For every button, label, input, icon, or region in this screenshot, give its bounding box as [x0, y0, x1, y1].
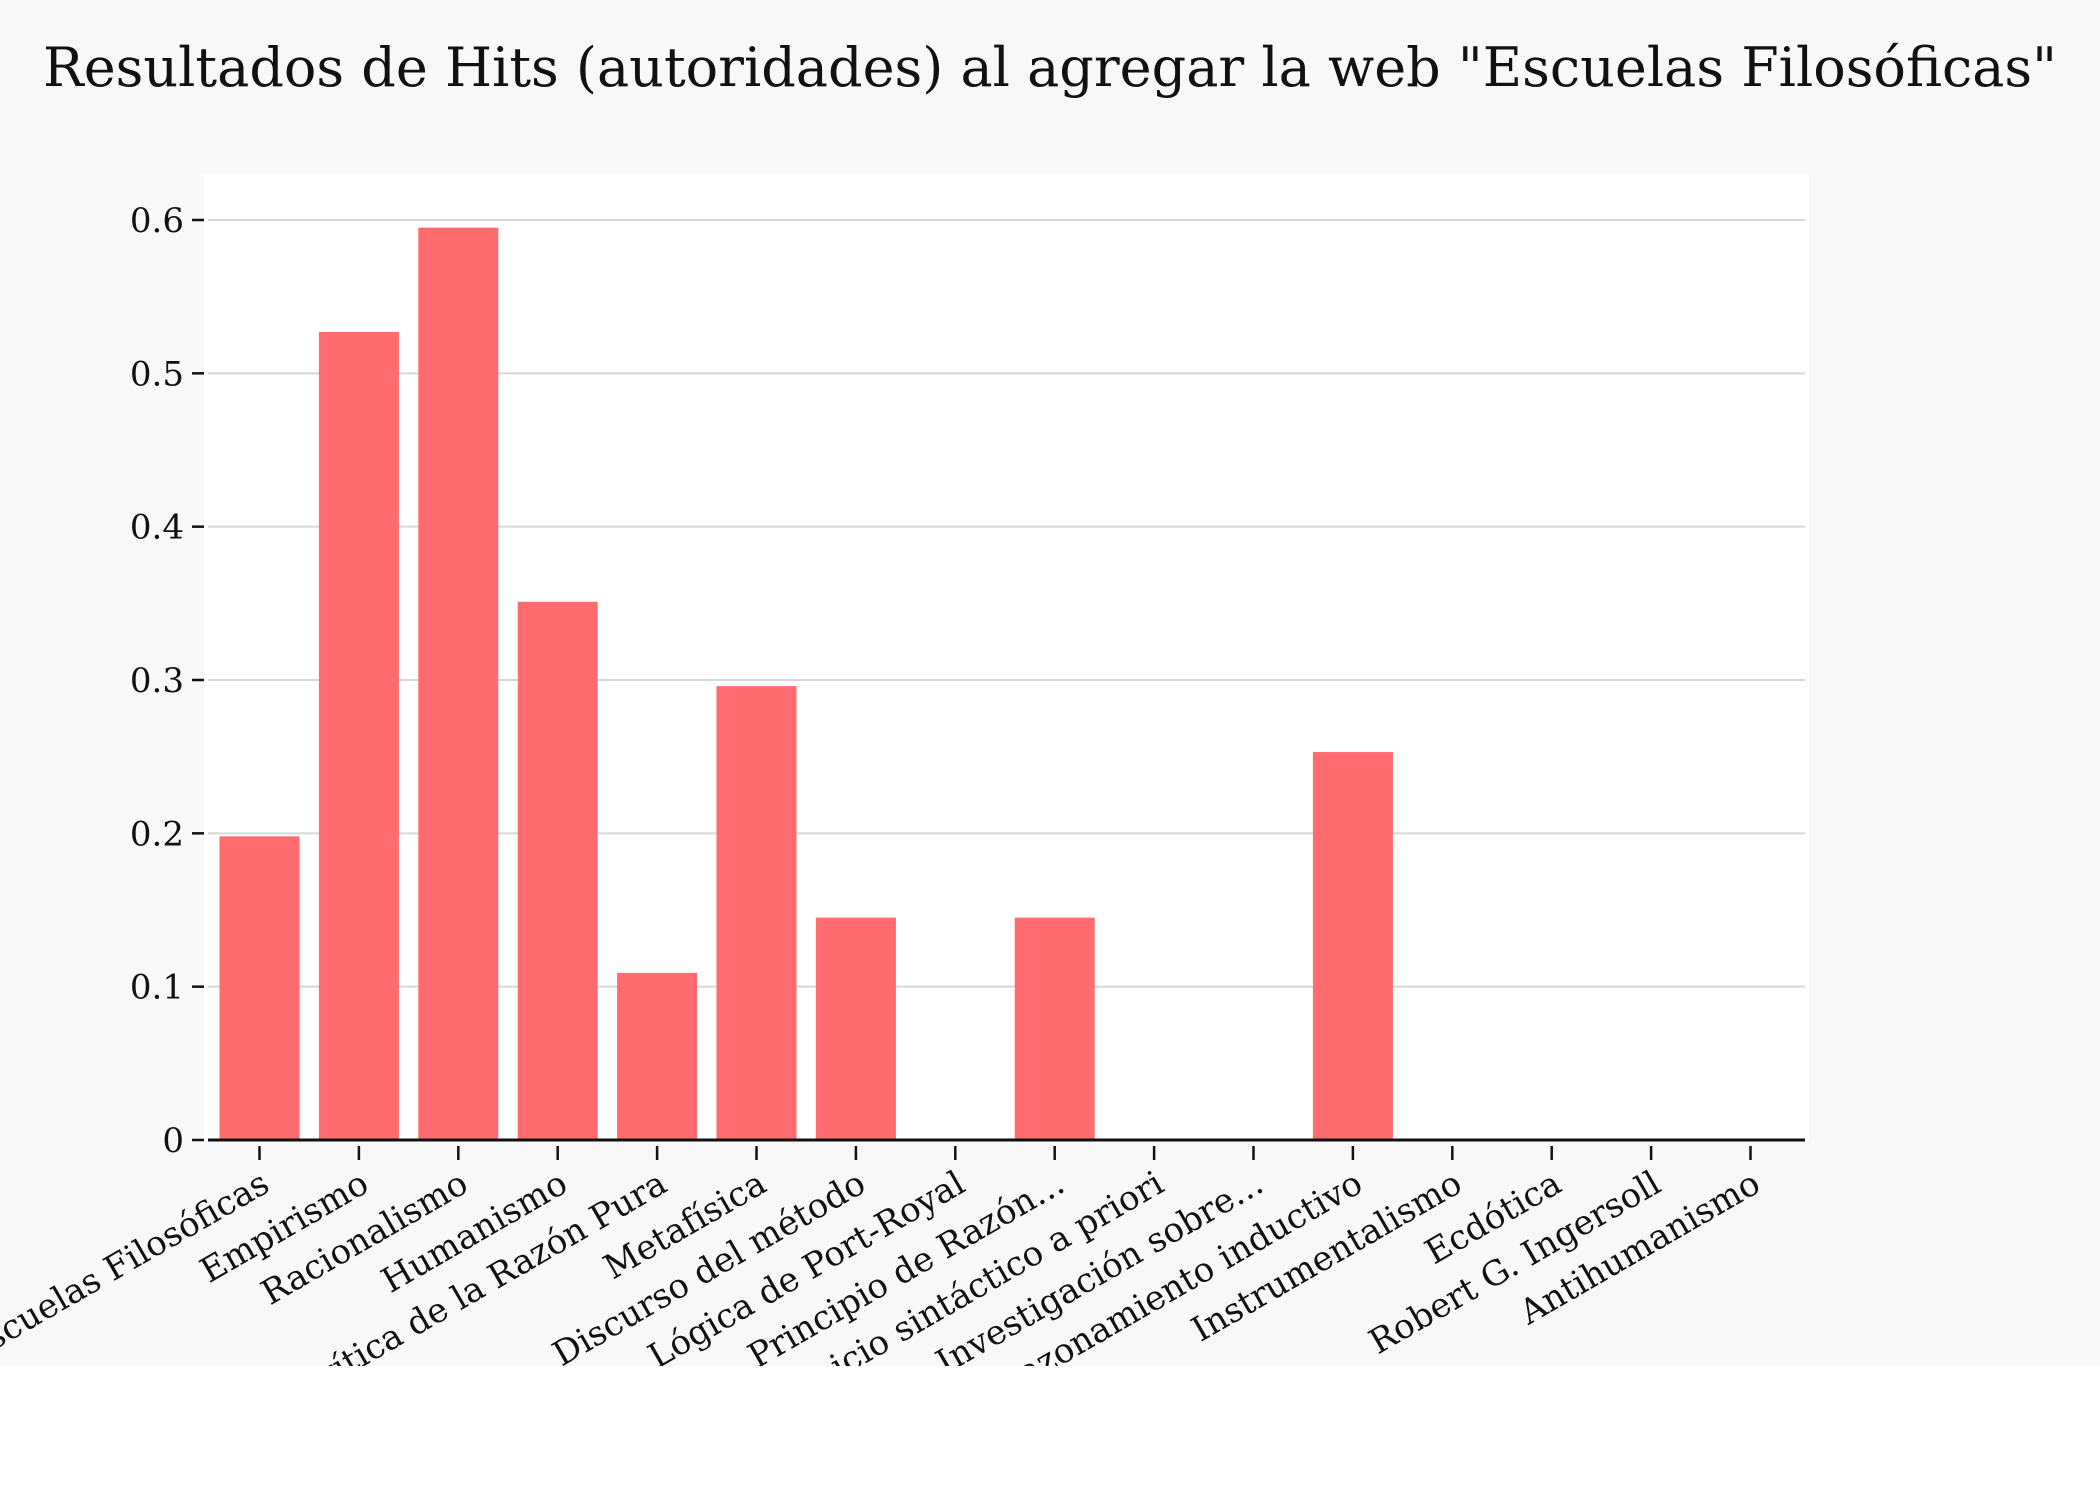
bar: [517, 601, 598, 1140]
y-tick-label: 0.3: [130, 661, 184, 701]
chart-title: Resultados de Hits (autoridades) al agre…: [43, 36, 2057, 99]
bar: [716, 686, 797, 1140]
bar: [418, 227, 499, 1140]
y-tick-label: 0.5: [130, 354, 184, 394]
bar: [815, 917, 896, 1140]
bar: [617, 972, 698, 1140]
bar: [318, 331, 399, 1140]
bars: [219, 227, 1393, 1140]
bar: [219, 836, 300, 1140]
y-tick-label: 0.6: [130, 201, 184, 241]
y-tick-label: 0.4: [130, 508, 184, 548]
y-tick-label: 0: [162, 1121, 184, 1161]
bar: [1312, 752, 1393, 1140]
bar: [1014, 917, 1095, 1140]
y-tick-label: 0.2: [130, 814, 184, 854]
chart-figure: Resultados de Hits (autoridades) al agre…: [0, 36, 2057, 1366]
y-tick-label: 0.1: [130, 968, 184, 1008]
